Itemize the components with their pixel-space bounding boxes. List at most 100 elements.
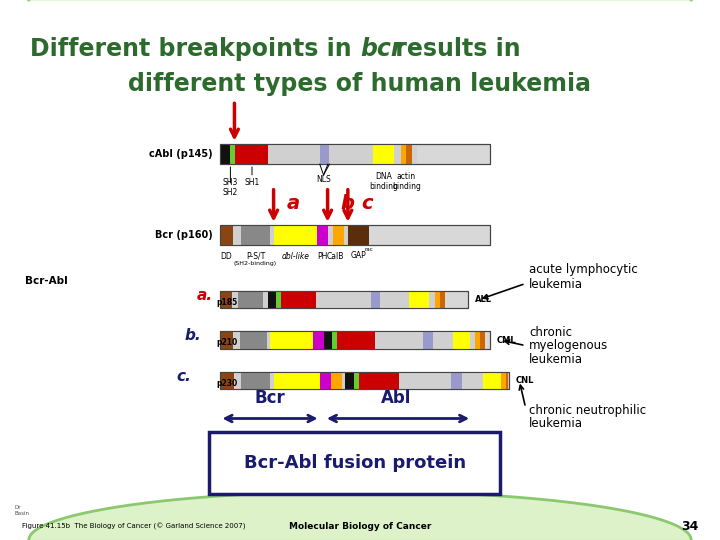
Text: Abl: Abl bbox=[381, 389, 411, 407]
Bar bbox=[233, 225, 240, 245]
Bar bbox=[238, 291, 263, 308]
Text: b.: b. bbox=[185, 328, 202, 343]
Bar bbox=[406, 144, 412, 164]
Bar bbox=[469, 332, 475, 349]
Text: bcr: bcr bbox=[360, 37, 402, 60]
Bar bbox=[220, 332, 490, 349]
Text: different types of human leukemia: different types of human leukemia bbox=[128, 72, 592, 96]
Bar bbox=[433, 332, 454, 349]
Bar bbox=[282, 291, 316, 308]
Text: GAP: GAP bbox=[351, 251, 366, 260]
Bar bbox=[220, 372, 234, 389]
Bar bbox=[454, 332, 469, 349]
Bar bbox=[500, 372, 506, 389]
Bar bbox=[483, 372, 500, 389]
Text: leukemia: leukemia bbox=[529, 353, 583, 366]
Bar bbox=[410, 291, 429, 308]
Bar bbox=[220, 144, 230, 164]
Text: results in: results in bbox=[387, 37, 521, 60]
Text: PH: PH bbox=[317, 252, 328, 261]
Bar bbox=[423, 332, 427, 349]
Bar bbox=[220, 144, 490, 164]
Bar bbox=[320, 372, 331, 389]
Bar bbox=[270, 332, 313, 349]
Bar bbox=[270, 372, 274, 389]
Bar bbox=[375, 332, 423, 349]
Bar bbox=[373, 144, 395, 164]
Bar bbox=[220, 372, 508, 389]
Bar bbox=[330, 144, 373, 164]
Bar bbox=[475, 332, 480, 349]
Text: Different breakpoints in: Different breakpoints in bbox=[30, 37, 360, 60]
Text: 34: 34 bbox=[681, 520, 698, 533]
Bar bbox=[328, 225, 333, 245]
Bar bbox=[354, 372, 359, 389]
Bar bbox=[230, 144, 235, 164]
Bar bbox=[274, 372, 320, 389]
Text: chronic neutrophilic: chronic neutrophilic bbox=[529, 404, 647, 417]
Bar bbox=[271, 225, 274, 245]
Bar bbox=[220, 225, 233, 245]
Bar bbox=[313, 332, 324, 349]
Bar bbox=[401, 144, 406, 164]
Text: c: c bbox=[361, 194, 372, 213]
Text: NLS: NLS bbox=[316, 175, 331, 184]
Bar bbox=[220, 332, 233, 349]
Bar bbox=[429, 291, 436, 308]
Text: DNA: DNA bbox=[375, 172, 392, 181]
Text: myelogenous: myelogenous bbox=[529, 339, 608, 352]
Bar bbox=[436, 291, 441, 308]
Bar bbox=[220, 144, 490, 164]
Text: c.: c. bbox=[176, 369, 191, 384]
Bar bbox=[220, 291, 232, 308]
Bar bbox=[320, 144, 323, 164]
Bar bbox=[344, 225, 348, 245]
Text: p230: p230 bbox=[216, 379, 238, 388]
Text: chronic: chronic bbox=[529, 326, 572, 339]
Text: Molecular Biology of Cancer: Molecular Biology of Cancer bbox=[289, 522, 431, 531]
Text: acute lymphocytic: acute lymphocytic bbox=[529, 264, 638, 276]
Bar bbox=[379, 291, 410, 308]
Text: SH2: SH2 bbox=[222, 188, 238, 198]
Bar bbox=[430, 332, 433, 349]
Text: p185: p185 bbox=[216, 298, 238, 307]
Bar bbox=[220, 291, 468, 308]
Text: binding: binding bbox=[392, 182, 421, 191]
Bar bbox=[276, 291, 282, 308]
Bar bbox=[268, 291, 276, 308]
FancyBboxPatch shape bbox=[209, 432, 500, 494]
Text: Bcr-Abl fusion protein: Bcr-Abl fusion protein bbox=[243, 454, 466, 472]
Text: p210: p210 bbox=[216, 339, 238, 347]
Bar bbox=[412, 144, 418, 164]
Bar bbox=[455, 372, 458, 389]
Text: (SH2-binding): (SH2-binding) bbox=[234, 261, 277, 266]
Bar bbox=[323, 144, 326, 164]
Bar bbox=[337, 332, 375, 349]
Bar bbox=[333, 225, 344, 245]
Bar bbox=[316, 291, 371, 308]
Polygon shape bbox=[29, 491, 691, 540]
Bar bbox=[341, 372, 345, 389]
Bar bbox=[506, 372, 508, 389]
Text: a.: a. bbox=[197, 288, 212, 303]
Bar bbox=[480, 332, 485, 349]
Bar bbox=[345, 372, 354, 389]
Text: a: a bbox=[287, 194, 300, 213]
Bar bbox=[317, 225, 328, 245]
Text: CML: CML bbox=[497, 336, 516, 345]
Bar bbox=[232, 291, 238, 308]
Text: Bcr-Abl: Bcr-Abl bbox=[25, 276, 68, 286]
Bar bbox=[326, 144, 330, 164]
Bar bbox=[451, 372, 455, 389]
Bar bbox=[371, 291, 374, 308]
Bar bbox=[324, 332, 332, 349]
Bar bbox=[220, 225, 490, 245]
Bar bbox=[241, 372, 270, 389]
Text: SH1: SH1 bbox=[244, 178, 260, 187]
Bar bbox=[263, 291, 268, 308]
Text: CalB: CalB bbox=[327, 252, 344, 261]
Bar bbox=[377, 291, 379, 308]
Text: rac: rac bbox=[364, 247, 374, 252]
Bar bbox=[374, 291, 377, 308]
Bar bbox=[348, 225, 369, 245]
